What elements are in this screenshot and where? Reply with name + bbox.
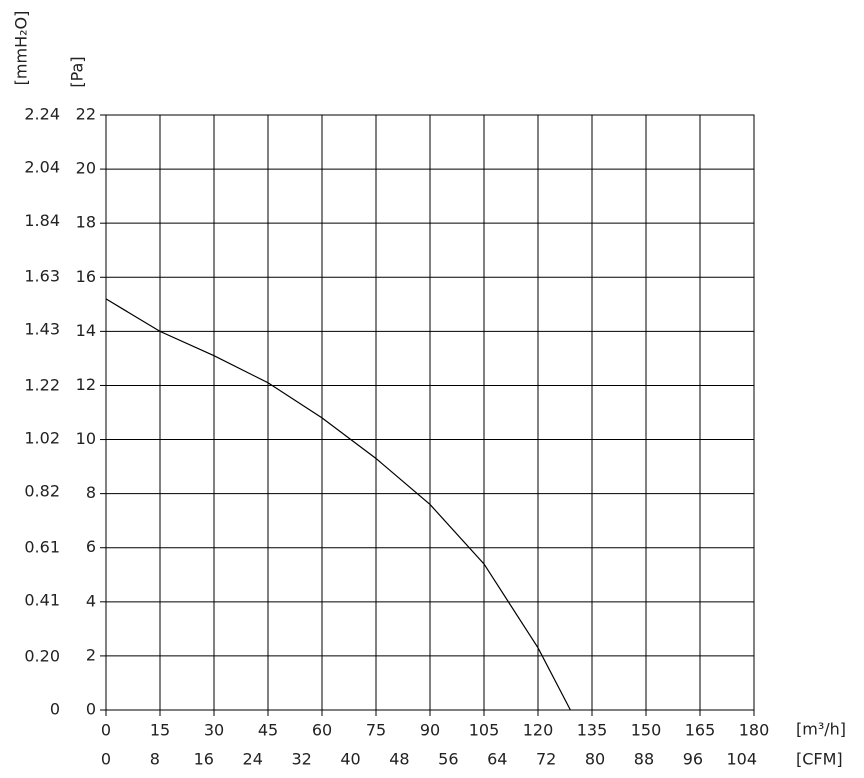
y-tick-label: 2 (86, 645, 96, 664)
x-tick-label: 75 (366, 721, 386, 740)
x2-tick-label: 24 (243, 750, 263, 769)
x-tick-label: 0 (101, 721, 111, 740)
y-tick-label: 22 (76, 105, 96, 124)
y-tick-label: 14 (76, 321, 96, 340)
y2-tick-label: 0.41 (24, 591, 60, 610)
pressure-curve (105, 298, 571, 711)
x-tick-label: 120 (523, 721, 554, 740)
x-tick-label: 15 (150, 721, 170, 740)
y2-tick-label: 1.63 (24, 267, 60, 286)
y-tick-label: 18 (76, 213, 96, 232)
y-tick-label: 10 (76, 429, 96, 448)
x2-tick-label: 32 (291, 750, 311, 769)
x-tick-label: 105 (469, 721, 500, 740)
y2-tick-label: 1.43 (24, 320, 60, 339)
x2-axis-label: [CFM] (796, 750, 843, 769)
x-tick-label: 45 (258, 721, 278, 740)
y2-tick-label: 1.84 (24, 211, 60, 230)
x2-tick-label: 88 (634, 750, 654, 769)
x-tick-label: 90 (420, 721, 440, 740)
x2-tick-label: 16 (194, 750, 214, 769)
y2-tick-label: 1.22 (24, 375, 60, 394)
x2-tick-label: 64 (487, 750, 507, 769)
y-axis-label: [Pa] (68, 56, 87, 87)
y2-tick-label: 0 (50, 700, 60, 719)
x2-tick-label: 8 (150, 750, 160, 769)
y2-tick-label: 1.02 (24, 429, 60, 448)
y2-tick-label: 2.04 (24, 158, 60, 177)
y2-tick-label: 2.24 (24, 105, 60, 124)
y-tick-label: 6 (86, 537, 96, 556)
x2-tick-label: 48 (389, 750, 409, 769)
y2-axis-label: [mmH₂O] (12, 11, 31, 86)
y2-tick-label: 0.61 (24, 537, 60, 556)
x-tick-label: 165 (685, 721, 716, 740)
x-tick-label: 60 (312, 721, 332, 740)
x2-tick-label: 72 (536, 750, 556, 769)
x-tick-label: 135 (577, 721, 608, 740)
y-tick-label: 8 (86, 483, 96, 502)
y-tick-label: 16 (76, 267, 96, 286)
x-axis-label: [m³/h] (796, 720, 846, 739)
x-tick-label: 30 (204, 721, 224, 740)
y2-tick-label: 0.82 (24, 482, 60, 501)
y2-tick-label: 0.20 (24, 646, 60, 665)
x2-tick-label: 96 (683, 750, 703, 769)
x-tick-label: 150 (631, 721, 662, 740)
x-tick-label: 180 (739, 721, 770, 740)
x2-tick-label: 0 (101, 750, 111, 769)
x2-tick-label: 104 (727, 750, 758, 769)
y-tick-label: 12 (76, 375, 96, 394)
x2-tick-label: 56 (438, 750, 458, 769)
y-tick-label: 0 (86, 700, 96, 719)
y-tick-label: 20 (76, 159, 96, 178)
x2-tick-label: 40 (340, 750, 360, 769)
x2-tick-label: 80 (585, 750, 605, 769)
y-tick-label: 4 (86, 591, 96, 610)
